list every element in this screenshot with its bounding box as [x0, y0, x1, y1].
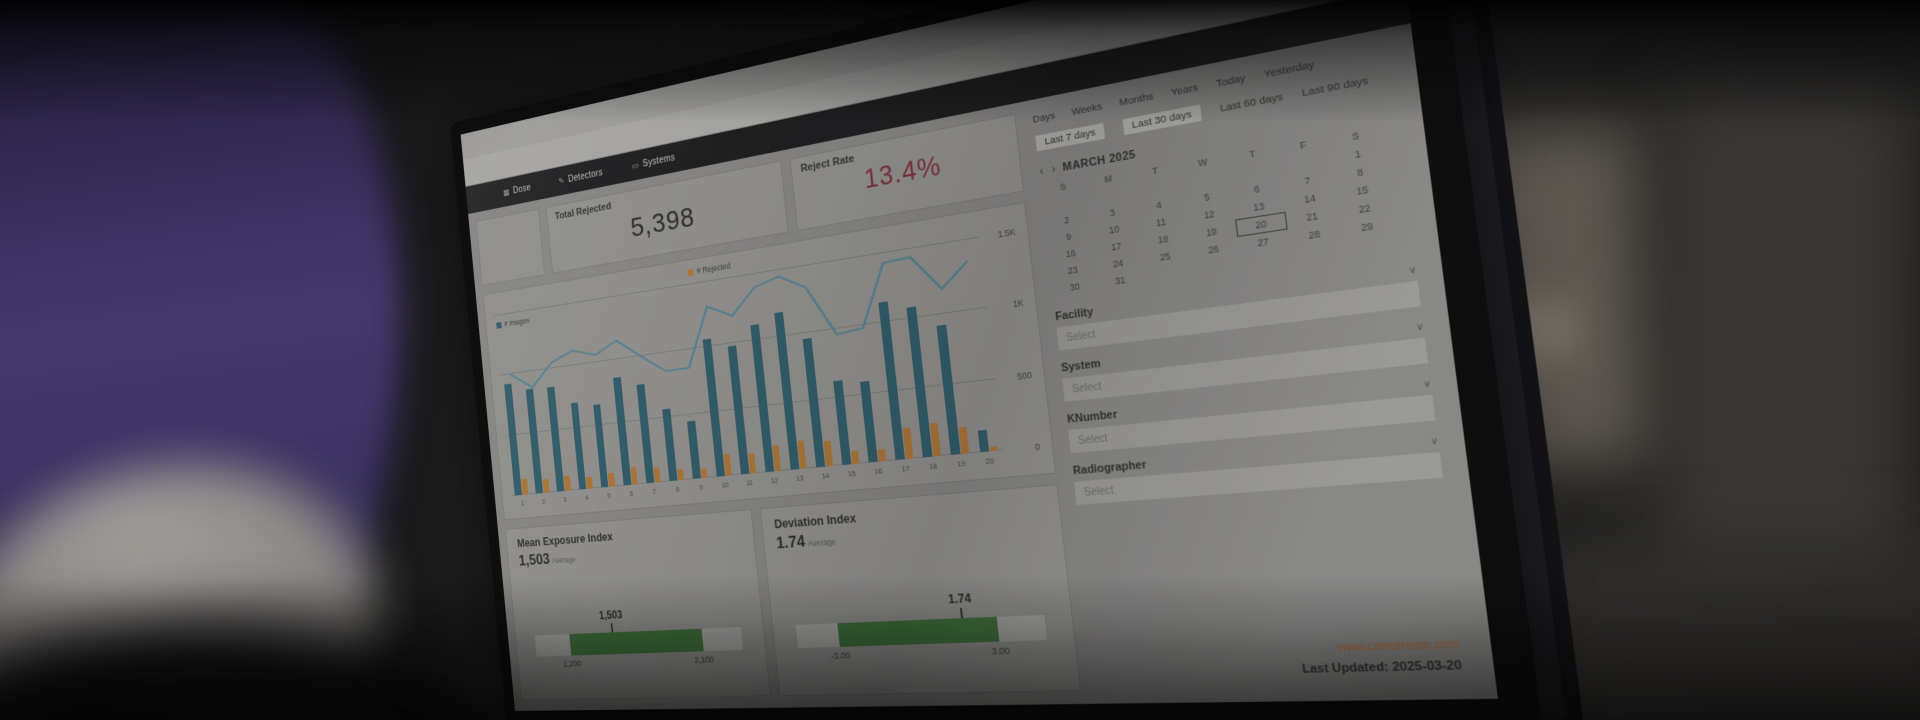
x-label-day-10: 10 — [721, 480, 730, 490]
period-button-last-60-days[interactable]: Last 60 days — [1219, 91, 1284, 115]
sidebar-footer: www.carestream.com Last Updated: 2025-03… — [1093, 629, 1470, 691]
filter-label-knumber: KNumber — [1066, 408, 1119, 426]
x-label-day-3: 3 — [563, 495, 567, 504]
exposure-index-range-bar — [569, 628, 704, 656]
legend-rejected-label: # Rejected — [696, 260, 731, 276]
background-wall-blur — [1660, 90, 1910, 570]
period-button-last-30-days[interactable]: Last 30 days — [1121, 103, 1203, 137]
x-label-day-5: 5 — [606, 491, 611, 500]
x-label-day-7: 7 — [652, 487, 657, 496]
exposure-index-panel: Mean Exposure Index 1,503Average 1,503 1,20… — [504, 508, 771, 701]
exposure-index-marker-label: 1,503 — [598, 608, 623, 622]
chevron-down-icon[interactable]: ∨ — [1422, 377, 1432, 389]
x-label-day-14: 14 — [821, 471, 830, 481]
nav-item-systems[interactable]: ▭ Systems — [631, 152, 675, 171]
deviation-index-gauge: 1.74 -3.00 3.00 — [793, 588, 1050, 662]
nav-item-label: Systems — [642, 152, 676, 169]
deviation-index-average-suffix: Average — [807, 536, 837, 549]
monitor: AS2911M ☆ ↻ ↓ ⋮ User Name ▦Dose✎Detector… — [449, 0, 1542, 720]
deviation-index-marker-tick — [959, 607, 963, 619]
legend-rejected-swatch — [687, 268, 694, 276]
sidebar: Days Weeks Months Years Today Yesterday Last 7… — [1027, 38, 1477, 691]
main-column: Total Rejected 5,398 Reject Rate 13.4% 0… — [475, 113, 1082, 701]
period-button-weeks[interactable]: Weeks — [1070, 100, 1103, 119]
calendar-prev-icon[interactable]: ‹ — [1038, 165, 1045, 179]
trend-line — [494, 237, 1003, 495]
y-tick-1k: 1K — [1012, 297, 1025, 310]
x-label-day-18: 18 — [928, 461, 938, 472]
filters: Facility ∨ Select System ∨ Select KNumber ∨ Sele… — [1055, 262, 1445, 516]
x-label-day-8: 8 — [675, 484, 680, 494]
chevron-down-icon[interactable]: ∨ — [1415, 320, 1425, 333]
deviation-index-min-label: -3.00 — [830, 650, 851, 662]
x-label-day-19: 19 — [956, 458, 966, 469]
x-label-day-9: 9 — [699, 482, 704, 492]
nav-item-label: Detectors — [567, 167, 604, 185]
nav-item-detectors[interactable]: ✎ Detectors — [558, 167, 603, 186]
person-arm-shadow — [0, 620, 480, 720]
x-label-day-2: 2 — [541, 497, 546, 506]
period-button-today[interactable]: Today — [1215, 72, 1247, 91]
filter-label-radiographer: Radiographer — [1072, 458, 1148, 478]
legend-images-swatch — [496, 321, 502, 329]
x-label-day-12: 12 — [770, 475, 779, 486]
detectors-icon: ✎ — [558, 175, 565, 186]
period-button-years[interactable]: Years — [1170, 81, 1199, 99]
systems-icon: ▭ — [631, 159, 640, 171]
deviation-index-range-bar — [837, 616, 1000, 647]
x-label-day-13: 13 — [795, 473, 804, 483]
exposure-index-min-label: 1,200 — [562, 658, 582, 670]
last-updated: Last Updated: 2025-03-20 — [1301, 658, 1463, 677]
x-label-day-15: 15 — [847, 468, 857, 479]
period-button-yesterday[interactable]: Yesterday — [1263, 58, 1315, 81]
x-label-day-6: 6 — [629, 489, 634, 498]
exposure-index-track — [534, 627, 743, 657]
dose-icon: ▦ — [502, 186, 510, 197]
x-label-day-1: 1 — [520, 499, 525, 508]
x-label-day-16: 16 — [874, 466, 883, 476]
x-label-day-20: 20 — [985, 456, 995, 467]
filter-label-system: System — [1060, 357, 1102, 375]
period-button-months[interactable]: Months — [1118, 90, 1155, 109]
legend-rejected: # Rejected — [687, 261, 731, 277]
carestream-link[interactable]: www.carestream.com — [1336, 638, 1460, 655]
screen: ☆ ↻ ↓ ⋮ User Name ▦Dose✎Detectors▭System… — [460, 0, 1498, 712]
y-tick-0: 0 — [1034, 441, 1041, 453]
period-button-last-7-days[interactable]: Last 7 days — [1034, 121, 1107, 153]
exposure-index-max-label: 2,100 — [693, 654, 715, 666]
nav-item-label: Dose — [512, 182, 532, 196]
person-sleeve — [0, 410, 422, 720]
nav-item-dose[interactable]: ▦ Dose — [503, 182, 531, 197]
gauge-row: Mean Exposure Index 1,503Average 1,503 1,20… — [504, 484, 1082, 701]
y-tick-1-5k: 1.5K — [997, 226, 1016, 240]
person-shoulder — [0, 0, 495, 720]
x-label-day-11: 11 — [745, 478, 754, 488]
period-button-days[interactable]: Days — [1032, 110, 1056, 126]
chevron-down-icon[interactable]: ∨ — [1407, 263, 1417, 276]
y-tick-500: 500 — [1016, 369, 1033, 382]
deviation-index-max-label: 3.00 — [990, 645, 1011, 658]
left-spacer-panel — [475, 208, 545, 286]
x-label-day-17: 17 — [901, 463, 910, 474]
deviation-index-marker-label: 1.74 — [947, 591, 972, 607]
deviation-index-panel: Deviation Index 1.74Average 1.74 -3.00 3.00 — [759, 484, 1082, 697]
chevron-down-icon[interactable]: ∨ — [1429, 434, 1439, 447]
period-button-last-90-days[interactable]: Last 90 days — [1301, 74, 1369, 100]
calendar-next-icon[interactable]: › — [1051, 162, 1057, 177]
exposure-index-gauge: 1,503 1,200 2,100 — [532, 602, 744, 669]
x-label-day-4: 4 — [584, 493, 589, 502]
filter-label-facility: Facility — [1054, 305, 1095, 324]
deviation-index-track — [795, 614, 1048, 649]
exposure-index-marker-tick — [610, 623, 614, 633]
exposure-index-average-suffix: Average — [551, 554, 577, 566]
chart-plot: 0 500 1K 1.5K 1 2 3 4 5 6 7 8 9 10 11 12 13 14 15 16 17 18 19 2… — [494, 227, 1041, 507]
